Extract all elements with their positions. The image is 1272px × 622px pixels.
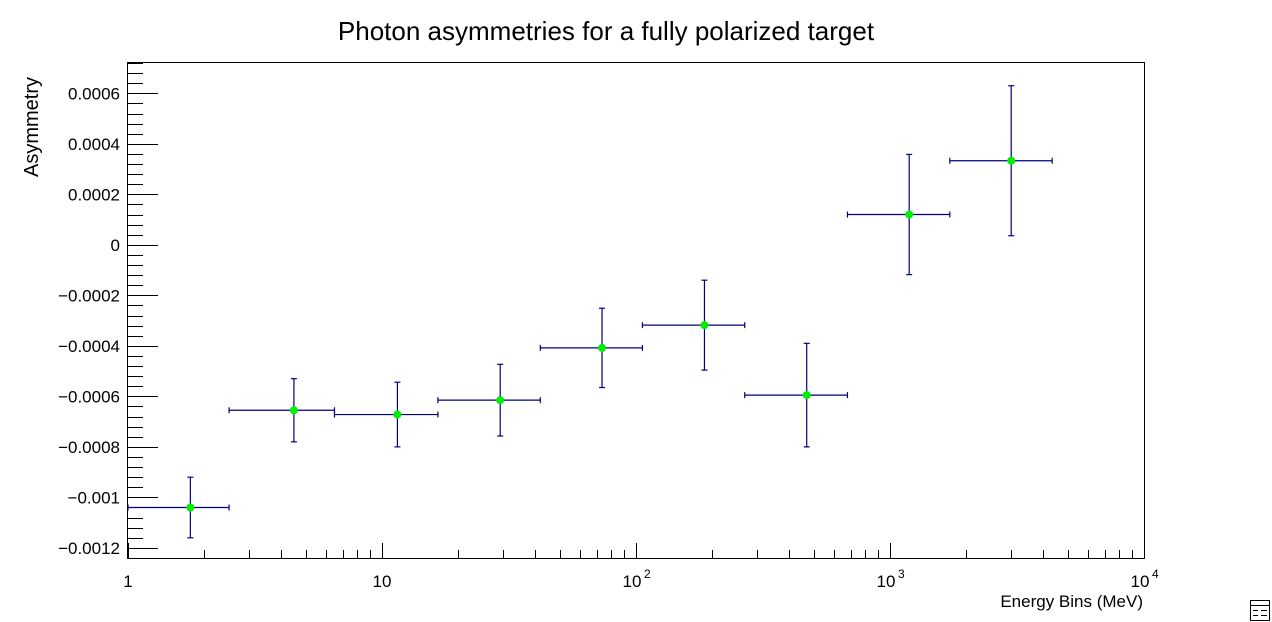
data-point — [641, 279, 746, 371]
x-tick-label: 10 4 — [1131, 567, 1159, 591]
x-tick-exponent: 3 — [898, 567, 905, 581]
data-point — [228, 378, 336, 443]
data-marker — [905, 210, 914, 219]
data-point — [333, 381, 439, 448]
data-point — [539, 307, 644, 389]
y-axis-label: Asymmetry — [21, 77, 43, 177]
x-tick-exponent: 4 — [1152, 567, 1159, 581]
data-point — [744, 342, 849, 448]
axes: 0.0006 0.0004 0.0002 0 −0.0002 −0.0004 −0.0006… — [58, 63, 1159, 591]
y-tick-label: −0.001 — [68, 488, 120, 507]
x-tick-label: 10 2 — [623, 567, 651, 591]
corner-widget-icon[interactable] — [1250, 600, 1270, 621]
data-point — [437, 363, 541, 437]
data-point — [127, 476, 230, 539]
chart-title: Photon asymmetries for a fully polarized… — [338, 16, 875, 46]
x-tick-base: 10 — [877, 572, 896, 591]
data-marker — [1007, 156, 1016, 165]
x-axis-label: Energy Bins (MeV) — [1000, 592, 1143, 611]
data-points — [127, 85, 1053, 539]
y-tick-label: 0.0002 — [68, 185, 120, 204]
y-tick-label: 0 — [111, 236, 120, 255]
data-marker — [700, 321, 709, 330]
x-tick-base: 10 — [623, 572, 642, 591]
data-marker — [496, 396, 505, 405]
x-tick-label: 10 — [373, 572, 392, 591]
y-tick-label: −0.0012 — [58, 539, 120, 558]
x-tick-label: 10 3 — [877, 567, 905, 591]
data-point — [949, 85, 1053, 237]
y-tick-label: −0.0002 — [58, 286, 120, 305]
plot-frame — [127, 62, 1145, 559]
data-marker — [393, 410, 402, 419]
y-tick-label: 0.0004 — [68, 135, 120, 154]
x-tick-exponent: 2 — [644, 567, 651, 581]
x-tick-label: 1 — [123, 572, 132, 591]
y-tick-label: −0.0008 — [58, 438, 120, 457]
data-marker — [289, 406, 298, 415]
x-tick-base: 10 — [373, 572, 392, 591]
x-tick-base: 10 — [1131, 572, 1150, 591]
data-marker — [802, 391, 811, 400]
data-point — [846, 153, 951, 276]
x-tick-base: 1 — [123, 572, 132, 591]
y-tick-label: 0.0006 — [68, 84, 120, 103]
y-tick-label: −0.0004 — [58, 337, 120, 356]
y-tick-label: −0.0006 — [58, 387, 120, 406]
data-marker — [186, 503, 195, 512]
data-marker — [598, 343, 607, 352]
